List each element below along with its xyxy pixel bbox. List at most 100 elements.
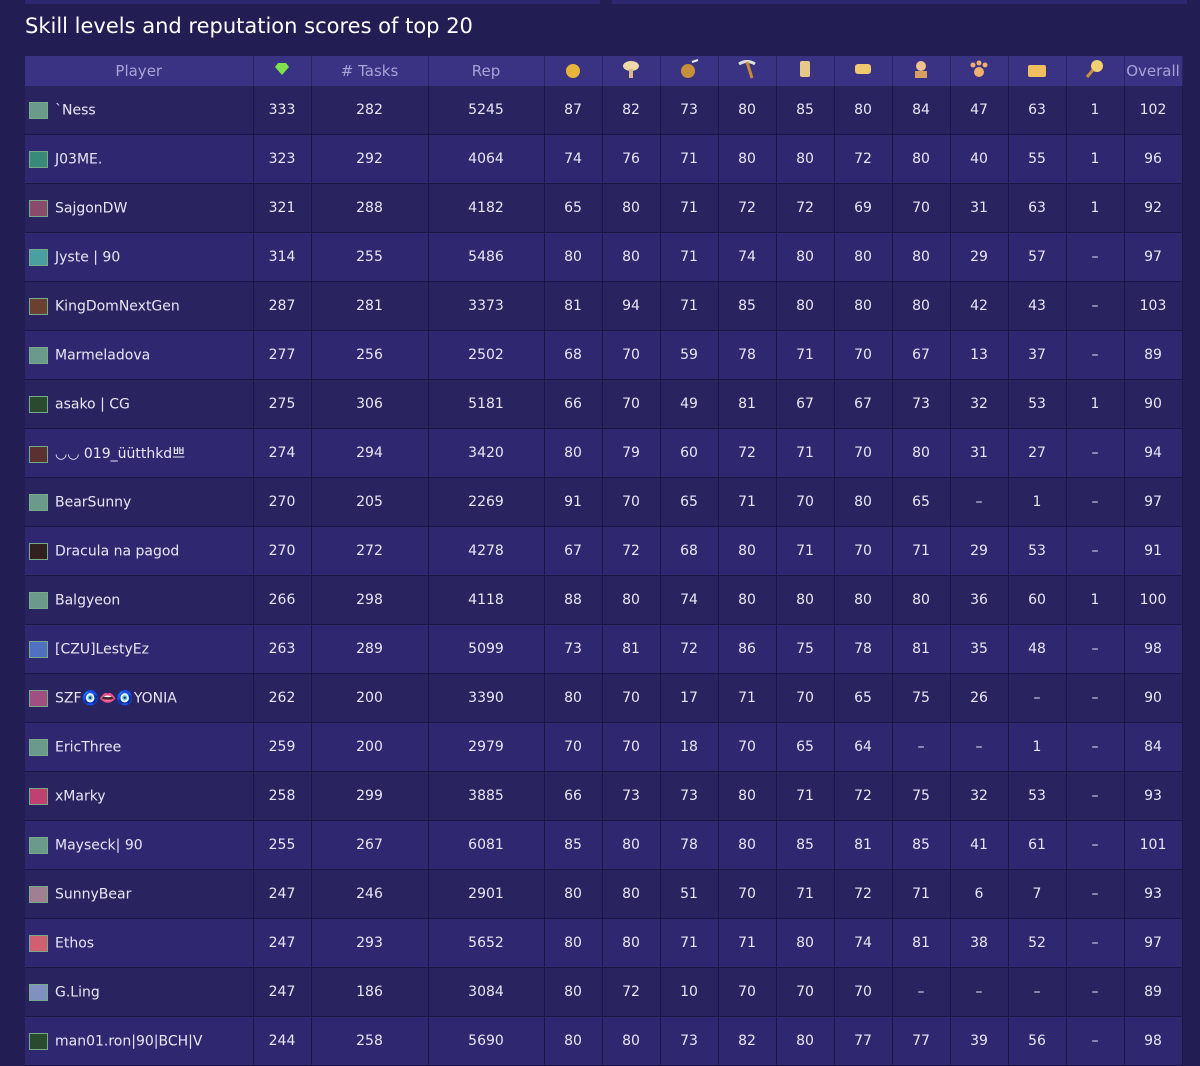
- value-cell: 82: [602, 86, 661, 135]
- value-cell: 1: [1066, 183, 1125, 233]
- avatar: [29, 199, 48, 217]
- value-cell: 97: [1124, 232, 1183, 282]
- value-cell: –: [950, 722, 1009, 772]
- value-cell: 85: [544, 820, 603, 870]
- value-cell: 321: [253, 183, 312, 233]
- header-row: Player # Tasks Rep Overall: [25, 56, 1200, 86]
- value-cell: 27: [1008, 428, 1067, 478]
- value-cell: 80: [544, 869, 603, 919]
- avatar: [29, 836, 48, 854]
- value-cell: 4182: [428, 183, 545, 233]
- value-cell: 247: [253, 918, 312, 968]
- value-cell: 97: [1124, 918, 1183, 968]
- value-cell: 73: [660, 771, 719, 821]
- value-cell: 71: [892, 526, 951, 576]
- value-cell: –: [950, 477, 1009, 527]
- player-name: Dracula na pagod: [55, 543, 180, 559]
- value-cell: 247: [253, 869, 312, 919]
- player-cell: SajgonDW: [25, 183, 254, 233]
- table-row: Ethos 247 293 5652 80 80 71 71 80 74 81 38 52–97: [25, 918, 1200, 968]
- avatar: [29, 885, 48, 903]
- skill-icon: [660, 56, 719, 86]
- player-cell: Marmeladova: [25, 330, 254, 380]
- value-cell: 80: [892, 428, 951, 478]
- value-cell: 81: [718, 379, 777, 429]
- avatar: [29, 591, 48, 609]
- value-cell: 282: [311, 86, 429, 135]
- value-cell: 5690: [428, 1016, 545, 1066]
- player-name: Mayseck| 90: [55, 837, 143, 853]
- value-cell: 70: [602, 330, 661, 380]
- value-cell: 65: [776, 722, 835, 772]
- player-cell: BearSunny: [25, 477, 254, 527]
- value-cell: 70: [544, 722, 603, 772]
- value-cell: 1: [1008, 722, 1067, 772]
- player-name: Ethos: [55, 935, 95, 951]
- value-cell: 91: [544, 477, 603, 527]
- value-cell: 294: [311, 428, 429, 478]
- value-cell: 80: [544, 673, 603, 723]
- value-cell: 267: [311, 820, 429, 870]
- value-cell: 2979: [428, 722, 545, 772]
- value-cell: 299: [311, 771, 429, 821]
- value-cell: 2901: [428, 869, 545, 919]
- value-cell: 73: [660, 1016, 719, 1066]
- avatar: [29, 297, 48, 315]
- value-cell: 71: [718, 673, 777, 723]
- avatar: [29, 640, 48, 658]
- value-cell: –: [1066, 477, 1125, 527]
- value-cell: 5652: [428, 918, 545, 968]
- value-cell: 1: [1066, 86, 1125, 135]
- value-cell: 270: [253, 526, 312, 576]
- table-row: Dracula na pagod 270 272 4278 67 72 68 80 71 70 71…: [25, 526, 1200, 576]
- skill-icon: [1066, 56, 1125, 86]
- value-cell: –: [1066, 232, 1125, 282]
- value-cell: 91: [1124, 526, 1183, 576]
- value-cell: 85: [892, 820, 951, 870]
- value-cell: 70: [776, 477, 835, 527]
- value-cell: 1: [1066, 575, 1125, 625]
- value-cell: 32: [950, 379, 1009, 429]
- value-cell: 186: [311, 967, 429, 1017]
- value-cell: 70: [602, 722, 661, 772]
- table-body: `Ness 333 282 5245 87 82 73 80 85 80 84 47 63 1 102 J03…: [25, 86, 1200, 1066]
- value-cell: 80: [718, 820, 777, 870]
- value-cell: 31: [950, 428, 1009, 478]
- value-cell: 90: [1124, 379, 1183, 429]
- value-cell: 65: [660, 477, 719, 527]
- value-cell: 80: [602, 183, 661, 233]
- player-cell: ◡◡ 019_üütthkd쁘: [25, 428, 254, 478]
- value-cell: 88: [544, 575, 603, 625]
- player-name: Balgyeon: [55, 592, 121, 608]
- value-cell: 7: [1008, 869, 1067, 919]
- value-cell: 68: [544, 330, 603, 380]
- value-cell: 70: [718, 722, 777, 772]
- value-cell: 80: [544, 428, 603, 478]
- value-cell: 10: [660, 967, 719, 1017]
- value-cell: 98: [1124, 624, 1183, 674]
- value-cell: –: [1066, 869, 1125, 919]
- value-cell: 205: [311, 477, 429, 527]
- value-cell: 35: [950, 624, 1009, 674]
- player-cell: `Ness: [25, 86, 254, 135]
- table-row: asako | CG 275 306 5181 66 70 49 81 67 67 73 32 53 1 9…: [25, 379, 1200, 429]
- value-cell: 70: [718, 869, 777, 919]
- value-cell: 293: [311, 918, 429, 968]
- value-cell: 81: [544, 281, 603, 331]
- value-cell: 69: [834, 183, 893, 233]
- value-cell: 65: [892, 477, 951, 527]
- value-cell: 77: [834, 1016, 893, 1066]
- value-cell: 6: [950, 869, 1009, 919]
- value-cell: 29: [950, 232, 1009, 282]
- player-name: `Ness: [55, 102, 96, 118]
- player-name: EricThree: [55, 739, 122, 755]
- avatar: [29, 248, 48, 266]
- value-cell: 98: [1124, 1016, 1183, 1066]
- value-cell: 70: [602, 379, 661, 429]
- value-cell: 77: [892, 1016, 951, 1066]
- value-cell: 72: [602, 526, 661, 576]
- value-cell: 92: [1124, 183, 1183, 233]
- value-cell: 43: [1008, 281, 1067, 331]
- value-cell: 70: [718, 967, 777, 1017]
- value-cell: 80: [602, 918, 661, 968]
